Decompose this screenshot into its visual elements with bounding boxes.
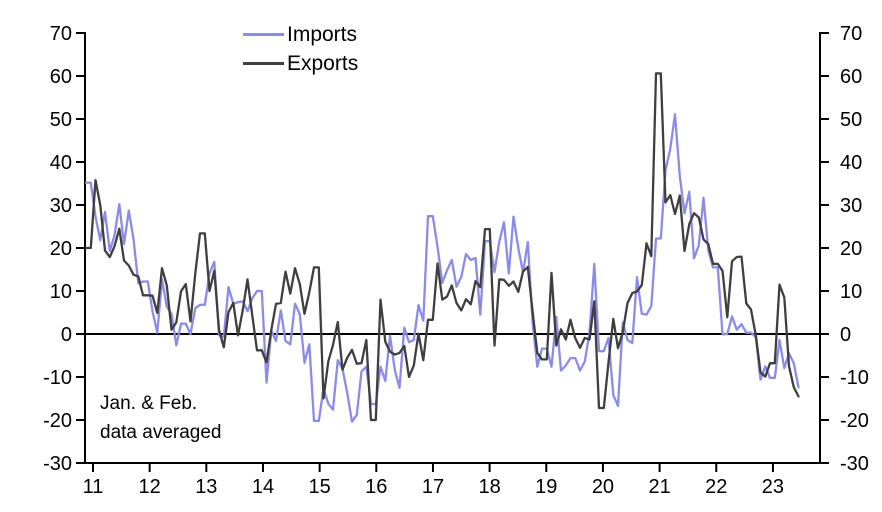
x-tick-label: 15 (309, 476, 331, 498)
right-y-tick-label: 60 (840, 66, 862, 88)
exports-line-swatch (243, 62, 284, 65)
exports-line (84, 72, 800, 422)
left-y-tick-label: -20 (43, 410, 72, 432)
left-y-tick-label: 70 (50, 23, 72, 45)
legend-item-exports: Exports (243, 49, 358, 78)
left-y-tick-label: -30 (43, 453, 72, 475)
legend-item-imports: Imports (243, 20, 358, 49)
right-y-tick-label: 20 (840, 238, 862, 260)
right-y-tick-label: 50 (840, 109, 862, 131)
x-tick-label: 16 (365, 476, 387, 498)
x-tick-label: 20 (592, 476, 614, 498)
chart-annotation: Jan. & Feb. data averaged (100, 389, 222, 447)
x-tick-label: 13 (195, 476, 217, 498)
x-tick-label: 22 (705, 476, 727, 498)
annotation-line-1: Jan. & Feb. (100, 393, 198, 414)
x-tick-label: 18 (478, 476, 500, 498)
legend-label-imports: Imports (287, 23, 358, 46)
left-y-tick-label: 40 (50, 152, 72, 174)
chart-legend: Imports Exports (243, 20, 358, 78)
left-y-tick-label: 10 (50, 281, 72, 303)
left-y-tick-label: 30 (50, 195, 72, 217)
right-y-tick-label: 0 (840, 324, 851, 346)
left-y-tick-label: 20 (50, 238, 72, 260)
right-y-tick-label: 70 (840, 23, 862, 45)
right-y-tick-label: 30 (840, 195, 862, 217)
left-y-tick-label: -10 (43, 367, 72, 389)
imports-line (84, 113, 800, 423)
x-tick-label: 19 (535, 476, 557, 498)
x-tick-label: 23 (762, 476, 784, 498)
right-y-tick-label: 10 (840, 281, 862, 303)
right-y-tick-label: -20 (840, 410, 869, 432)
left-y-tick-label: 60 (50, 66, 72, 88)
x-tick-label: 14 (252, 476, 274, 498)
x-tick-label: 11 (83, 476, 104, 498)
x-tick-label: 17 (422, 476, 444, 498)
left-y-tick-label: 50 (50, 109, 72, 131)
right-y-tick-label: -10 (840, 367, 869, 389)
right-y-tick-label: 40 (840, 152, 862, 174)
imports-line-swatch (243, 33, 284, 36)
x-tick-label: 21 (648, 476, 670, 498)
right-y-tick-label: -30 (840, 453, 869, 475)
legend-label-exports: Exports (287, 52, 359, 75)
left-y-tick-label: 0 (61, 324, 72, 346)
x-tick-label: 12 (139, 476, 161, 498)
annotation-line-2: data averaged (100, 422, 222, 443)
